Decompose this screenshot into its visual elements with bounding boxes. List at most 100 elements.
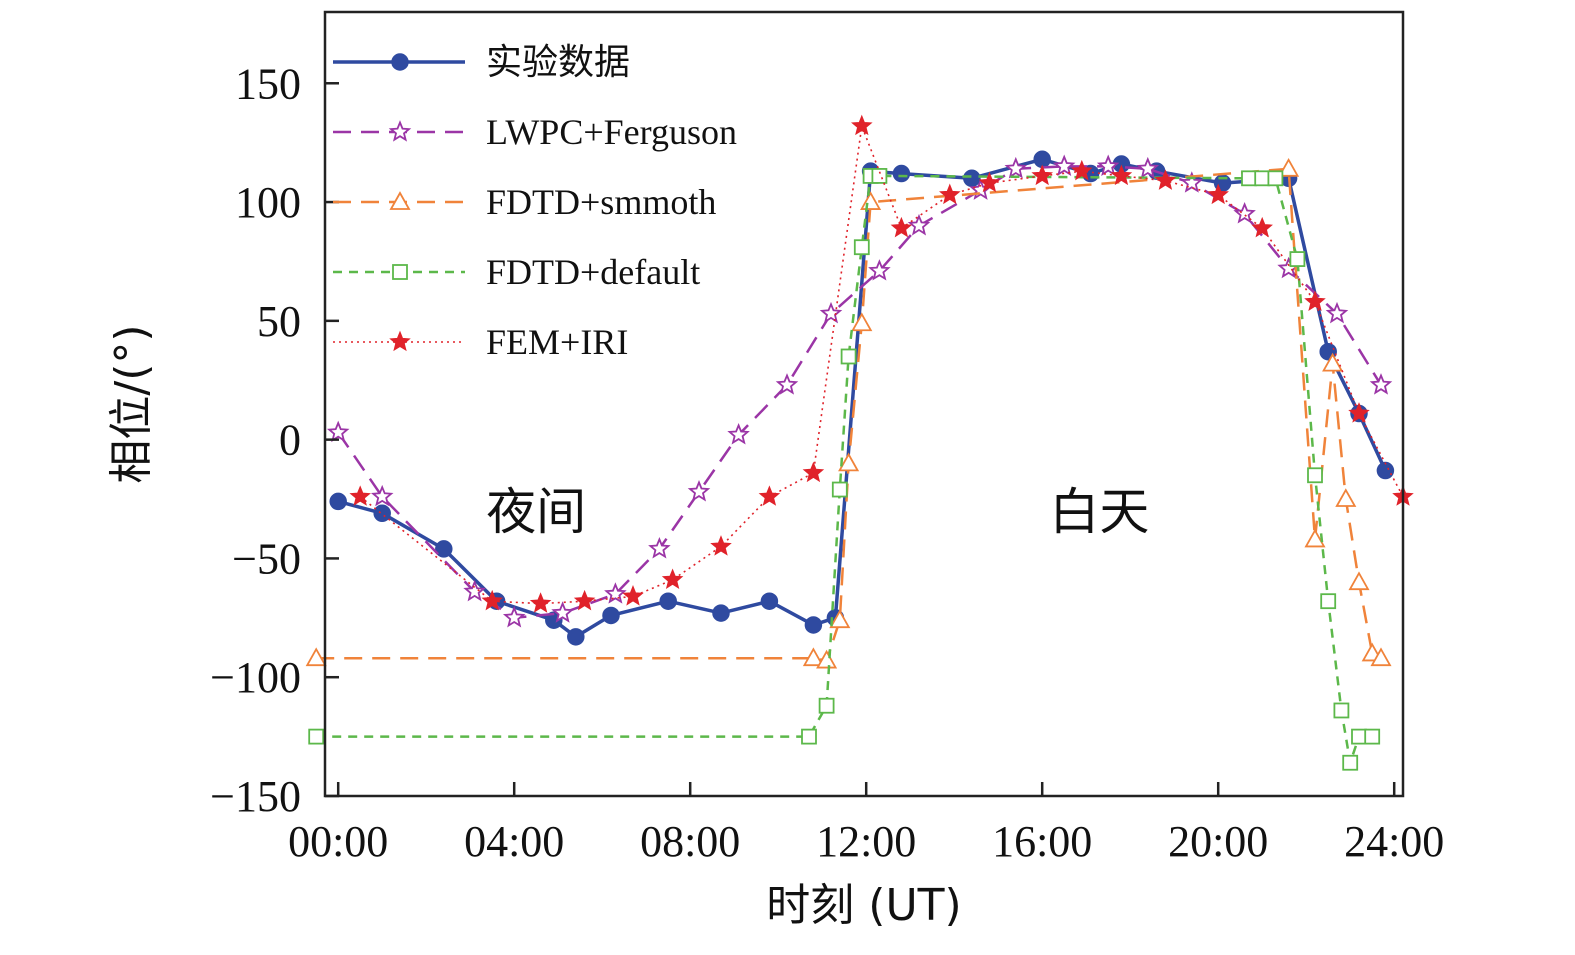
legend-marker: [392, 264, 408, 280]
data-point: [370, 484, 394, 507]
data-point: [712, 604, 730, 622]
data-point: [1289, 251, 1306, 267]
data-point: [1333, 702, 1350, 719]
y-axis-title: 相位/(°): [106, 324, 157, 483]
data-point: [831, 481, 848, 498]
data-point: [622, 585, 644, 606]
data-point: [1304, 528, 1326, 548]
data-point: [308, 728, 325, 745]
x-tick-label: 04:00: [464, 817, 564, 866]
data-point: [602, 606, 620, 625]
legend-label: FDTD+smmoth: [486, 182, 716, 222]
data-point: [1031, 164, 1053, 186]
data-point: [1376, 461, 1395, 480]
series-line: [359, 125, 1404, 605]
data-point: [907, 213, 931, 236]
data-point: [963, 169, 981, 188]
data-point: [661, 568, 684, 589]
legend-label: FEM+IRI: [486, 322, 628, 362]
series-line: [337, 157, 1387, 639]
data-point: [860, 191, 882, 210]
data-point: [551, 601, 574, 623]
data-point: [851, 312, 873, 332]
x-tick-label: 08:00: [640, 817, 740, 866]
axis-layer: 00:00 04:00 08:00 12:00 16:00 20:00 24:00 −150 −…: [210, 59, 1444, 866]
data-point: [1207, 183, 1229, 205]
data-point: [775, 373, 799, 395]
data-point: [529, 592, 552, 613]
legend-marker: [389, 330, 411, 352]
data-point: [326, 420, 350, 443]
data-point: [727, 423, 750, 445]
data-point: [802, 461, 825, 483]
data-point: [1342, 754, 1359, 771]
data-point: [868, 259, 891, 281]
data-point: [1348, 402, 1370, 423]
series-line: [337, 165, 1383, 620]
legend-marker: [389, 191, 411, 210]
data-point: [1154, 169, 1177, 190]
data-point: [978, 171, 1001, 193]
legend-entry-3: FDTD+default: [333, 252, 700, 292]
data-point: [829, 609, 851, 629]
data-point: [871, 168, 888, 184]
data-point: [1320, 593, 1337, 610]
legend-label: LWPC+Ferguson: [486, 112, 737, 152]
data-point: [1278, 157, 1300, 177]
data-point: [1307, 467, 1323, 484]
legend-entry-1: LWPC+Ferguson: [333, 112, 737, 152]
data-point: [801, 728, 817, 745]
x-tick-label: 16:00: [992, 817, 1092, 866]
data-point: [604, 582, 627, 604]
data-point: [760, 592, 779, 610]
data-point: [435, 540, 453, 558]
plot-layer: [305, 114, 1414, 771]
data-point: [1370, 647, 1392, 667]
data-point: [349, 485, 371, 506]
legend-entry-0: 实验数据: [333, 42, 630, 83]
legend-marker: [391, 53, 409, 71]
data-point: [573, 589, 596, 611]
y-tick-label: 100: [235, 178, 301, 227]
data-point: [890, 216, 913, 238]
y-tick-label: −150: [210, 772, 301, 821]
data-point: [648, 537, 671, 559]
annotation-night: 夜间: [486, 483, 586, 541]
data-point: [802, 647, 824, 667]
data-point: [1052, 154, 1076, 177]
data-point: [1110, 164, 1133, 186]
data-point: [1322, 352, 1344, 372]
legend-marker: [388, 120, 412, 142]
data-point: [1136, 156, 1160, 179]
data-point: [1071, 159, 1093, 181]
legend-entry-2: FDTD+smmoth: [333, 182, 716, 222]
data-point: [1369, 373, 1393, 395]
legend-label: FDTD+default: [486, 252, 700, 292]
data-point: [1267, 170, 1284, 187]
data-point: [305, 647, 327, 667]
data-point: [816, 649, 838, 669]
legend-label: 实验数据: [486, 42, 630, 83]
data-point: [481, 589, 503, 611]
legend: 实验数据 LWPC+Ferguson FDTD+smmoth FDTD+default…: [333, 42, 737, 362]
data-point: [840, 348, 857, 365]
data-point: [502, 605, 526, 628]
x-tick-label: 00:00: [288, 817, 388, 866]
data-point: [1304, 290, 1326, 311]
x-tick-label: 12:00: [816, 817, 916, 866]
y-tick-label: −50: [232, 534, 301, 583]
plot-frame: [323, 10, 1405, 798]
series-0: [329, 150, 1395, 646]
data-point: [1325, 301, 1349, 324]
data-point: [373, 504, 391, 523]
x-tick-label: 20:00: [1168, 817, 1268, 866]
data-point: [1348, 571, 1370, 591]
legend-entry-4: FEM+IRI: [333, 322, 628, 362]
data-point: [1251, 216, 1273, 238]
data-point: [687, 480, 711, 502]
data-point: [1096, 154, 1120, 177]
y-tick-label: 150: [235, 59, 301, 108]
data-point: [819, 301, 843, 324]
data-point: [892, 164, 911, 183]
data-point: [659, 592, 677, 610]
